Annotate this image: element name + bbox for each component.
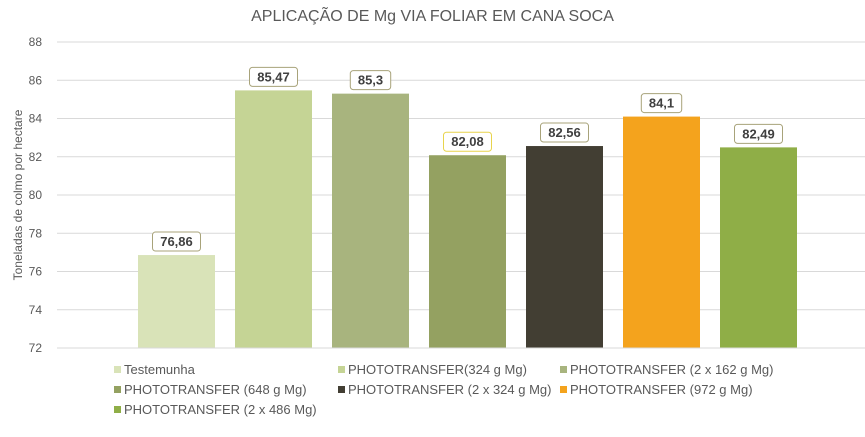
- data-label: 82,56: [548, 125, 581, 140]
- y-tick-label: 78: [29, 226, 43, 240]
- legend-item: PHOTOTRANSFER (2 x 162 g Mg): [560, 362, 773, 377]
- y-tick-label: 82: [29, 150, 43, 164]
- legend-label: PHOTOTRANSFER(324 g Mg): [348, 362, 527, 377]
- legend-label: PHOTOTRANSFER (2 x 162 g Mg): [570, 362, 774, 377]
- y-tick-label: 74: [29, 303, 43, 317]
- legend-swatch: [560, 366, 567, 373]
- y-tick-label: 84: [29, 112, 43, 126]
- data-label: 85,3: [358, 73, 383, 88]
- data-label-box: [734, 123, 783, 144]
- legend-label: PHOTOTRANSFER (2 x 486 Mg): [124, 402, 317, 417]
- legend-label: PHOTOTRANSFER (2 x 324 g Mg): [348, 382, 552, 397]
- legend-item: PHOTOTRANSFER (972 g Mg): [560, 382, 753, 397]
- legend-item: PHOTOTRANSFER (2 x 486 Mg): [114, 402, 317, 417]
- bar: [138, 255, 215, 348]
- data-label-box: [349, 70, 392, 91]
- legend-swatch: [560, 386, 567, 393]
- y-tick-label: 72: [29, 341, 43, 355]
- bar: [623, 116, 700, 349]
- bar: [235, 90, 312, 348]
- y-tick-label: 80: [29, 188, 43, 202]
- bar: [332, 93, 409, 348]
- data-label-box: [640, 93, 683, 114]
- legend-item: PHOTOTRANSFER (648 g Mg): [114, 382, 307, 397]
- data-label: 85,47: [257, 69, 290, 84]
- data-label: 76,86: [160, 234, 193, 249]
- data-label-box: [249, 66, 298, 87]
- legend-item: Testemunha: [114, 362, 195, 377]
- chart-title: APLICAÇÃO DE Mg VIA FOLIAR EM CANA SOCA: [251, 8, 614, 25]
- bar: [429, 155, 506, 348]
- data-label: 84,1: [649, 96, 674, 111]
- legend-swatch: [338, 386, 345, 393]
- legend-swatch: [114, 386, 121, 393]
- bar: [720, 147, 797, 348]
- legend-label: Testemunha: [124, 362, 195, 377]
- legend-item: PHOTOTRANSFER (2 x 324 g Mg): [338, 382, 551, 397]
- legend-swatch: [114, 366, 121, 373]
- data-label-box: [540, 122, 589, 143]
- data-label: 82,08: [451, 134, 484, 149]
- data-label-box: [152, 231, 201, 252]
- legend-swatch: [338, 366, 345, 373]
- y-tick-label: 88: [29, 35, 43, 49]
- data-label: 82,49: [742, 126, 775, 141]
- data-label-box: [443, 131, 492, 152]
- legend-item: PHOTOTRANSFER(324 g Mg): [338, 362, 527, 377]
- legend-label: PHOTOTRANSFER (648 g Mg): [124, 382, 307, 397]
- legend-swatch: [114, 406, 121, 413]
- legend-label: PHOTOTRANSFER (972 g Mg): [570, 382, 753, 397]
- y-tick-label: 86: [29, 73, 43, 87]
- y-tick-label: 76: [29, 265, 43, 279]
- bar: [526, 146, 603, 348]
